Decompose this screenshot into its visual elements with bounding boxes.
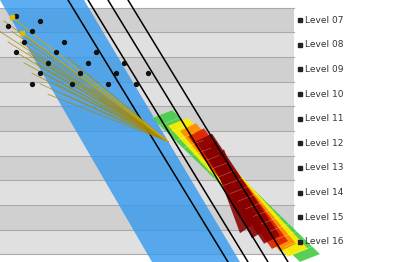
Polygon shape xyxy=(188,128,288,249)
Bar xyxy=(0,8,294,32)
Bar xyxy=(0,32,294,57)
Text: Level 11: Level 11 xyxy=(305,114,343,123)
Polygon shape xyxy=(0,0,240,262)
Polygon shape xyxy=(212,149,252,233)
Bar xyxy=(0,106,294,131)
Bar xyxy=(0,156,294,180)
Text: Level 08: Level 08 xyxy=(305,40,343,49)
Bar xyxy=(0,131,294,156)
Bar xyxy=(294,0,400,262)
Bar xyxy=(0,230,294,254)
Polygon shape xyxy=(180,123,296,252)
Bar xyxy=(0,82,294,106)
Text: Level 14: Level 14 xyxy=(305,188,343,197)
Text: Level 15: Level 15 xyxy=(305,213,343,222)
Bar xyxy=(0,180,294,205)
Bar xyxy=(0,205,294,230)
Polygon shape xyxy=(152,110,320,262)
Text: Level 13: Level 13 xyxy=(305,163,343,172)
Polygon shape xyxy=(168,118,308,257)
Text: Level 12: Level 12 xyxy=(305,139,343,148)
Polygon shape xyxy=(204,141,264,238)
Text: Level 07: Level 07 xyxy=(305,16,343,25)
Polygon shape xyxy=(196,134,280,244)
Bar xyxy=(0,57,294,82)
Text: Level 09: Level 09 xyxy=(305,65,343,74)
Text: Level 16: Level 16 xyxy=(305,237,343,246)
Text: Level 10: Level 10 xyxy=(305,90,343,99)
